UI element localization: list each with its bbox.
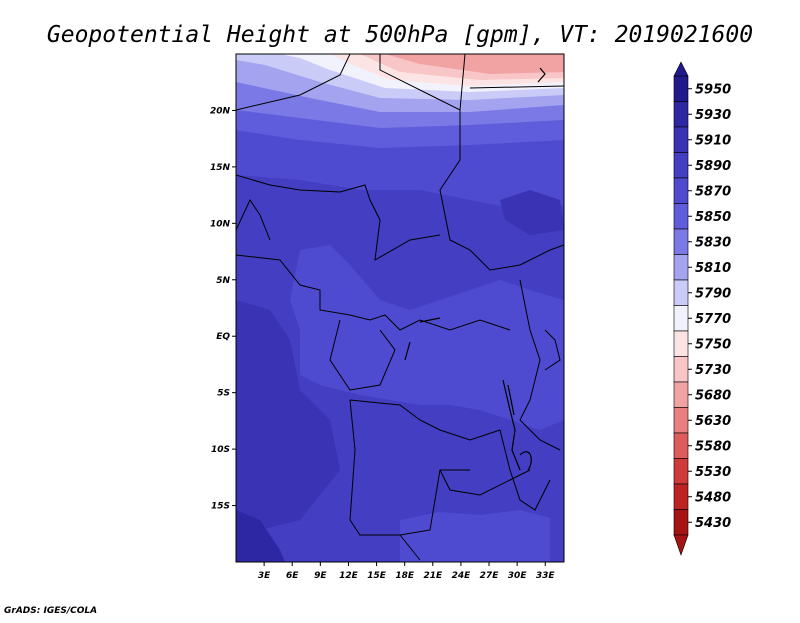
y-tick-label: 20N	[210, 106, 231, 116]
colorbar-swatch	[673, 228, 689, 255]
colorbar-label: 5750	[695, 337, 731, 352]
colorbar-swatch	[673, 432, 689, 459]
contour-patch-5910-west	[236, 300, 340, 540]
contour-patch-5870-south	[400, 510, 550, 562]
y-tick-label: 10N	[210, 219, 231, 229]
colorbar: 5950 5930 5910 5890 5870 5850 5830 5810 5790 5770…	[673, 61, 731, 556]
contour-band-5870	[236, 160, 564, 210]
x-axis: 3E 6E 9E 12E 15E 18E 21E 24E 27E 30E 33E	[258, 562, 556, 581]
x-tick-label: 12E	[339, 571, 359, 581]
colorbar-swatch	[673, 101, 689, 128]
y-tick-label: 5N	[216, 276, 230, 286]
colorbar-label: 5680	[695, 388, 731, 403]
colorbar-bottom-arrow	[673, 534, 689, 556]
x-tick-label: 3E	[258, 571, 271, 581]
colorbar-label: 5830	[695, 235, 731, 250]
colorbar-label: 5870	[695, 184, 731, 199]
x-tick-label: 27E	[480, 571, 500, 581]
colorbar-swatch	[673, 305, 689, 332]
colorbar-top-arrow	[673, 61, 689, 77]
colorbar-label: 5910	[695, 133, 731, 148]
colorbar-swatch	[673, 177, 689, 204]
map-field	[236, 54, 564, 562]
colorbar-label: 5530	[695, 465, 731, 480]
colorbar-swatch	[673, 356, 689, 383]
colorbar-label: 5770	[695, 312, 731, 327]
colorbar-swatch	[673, 152, 689, 179]
y-tick-label: 15N	[210, 163, 231, 173]
contour-patch-5870	[290, 245, 564, 430]
colorbar-label: 5930	[695, 108, 731, 123]
colorbar-swatch	[673, 509, 689, 536]
country-borders	[236, 54, 564, 561]
colorbar-label: 5850	[695, 210, 731, 225]
colorbar-label: 5890	[695, 159, 731, 174]
colorbar-swatch	[673, 381, 689, 408]
contour-patch-5910-ne	[500, 190, 564, 235]
x-tick-label: 24E	[452, 571, 472, 581]
colorbar-label: 5580	[695, 439, 731, 454]
x-tick-label: 15E	[367, 571, 387, 581]
colorbar-label: 5790	[695, 286, 731, 301]
x-tick-label: 9E	[314, 571, 327, 581]
y-tick-label: 15S	[211, 502, 230, 512]
footer-label: GrADS: IGES/COLA	[4, 606, 97, 616]
colorbar-swatch	[673, 483, 689, 510]
colorbar-label: 5810	[695, 261, 731, 276]
colorbar-swatch	[673, 407, 689, 434]
colorbar-label: 5480	[695, 490, 731, 505]
y-tick-label: EQ	[216, 332, 230, 342]
x-tick-label: 30E	[508, 571, 528, 581]
contour-patch-5910-sw	[236, 510, 285, 562]
y-axis: 20N 15N 10N 5N EQ 5S 10S 15S	[210, 106, 236, 512]
colorbar-swatch	[673, 126, 689, 153]
colorbar-swatch	[673, 279, 689, 306]
colorbar-swatch	[673, 458, 689, 485]
colorbar-swatch	[673, 254, 689, 281]
x-tick-label: 21E	[423, 571, 443, 581]
colorbar-swatch	[673, 75, 689, 102]
x-tick-label: 33E	[536, 571, 556, 581]
chart-title: Geopotential Height at 500hPa [gpm], VT:…	[47, 22, 753, 48]
contour-band-5680	[385, 54, 564, 74]
colorbar-label: 5630	[695, 414, 731, 429]
colorbar-label: 5730	[695, 363, 731, 378]
x-tick-label: 18E	[395, 571, 415, 581]
y-tick-label: 5S	[217, 389, 230, 399]
colorbar-swatch	[673, 203, 689, 230]
y-tick-label: 10S	[211, 445, 230, 455]
coastlines	[404, 67, 546, 471]
plot-frame	[235, 53, 565, 563]
colorbar-swatch	[673, 330, 689, 357]
x-tick-label: 6E	[286, 571, 299, 581]
colorbar-label: 5950	[695, 82, 731, 97]
colorbar-label: 5430	[695, 516, 731, 531]
